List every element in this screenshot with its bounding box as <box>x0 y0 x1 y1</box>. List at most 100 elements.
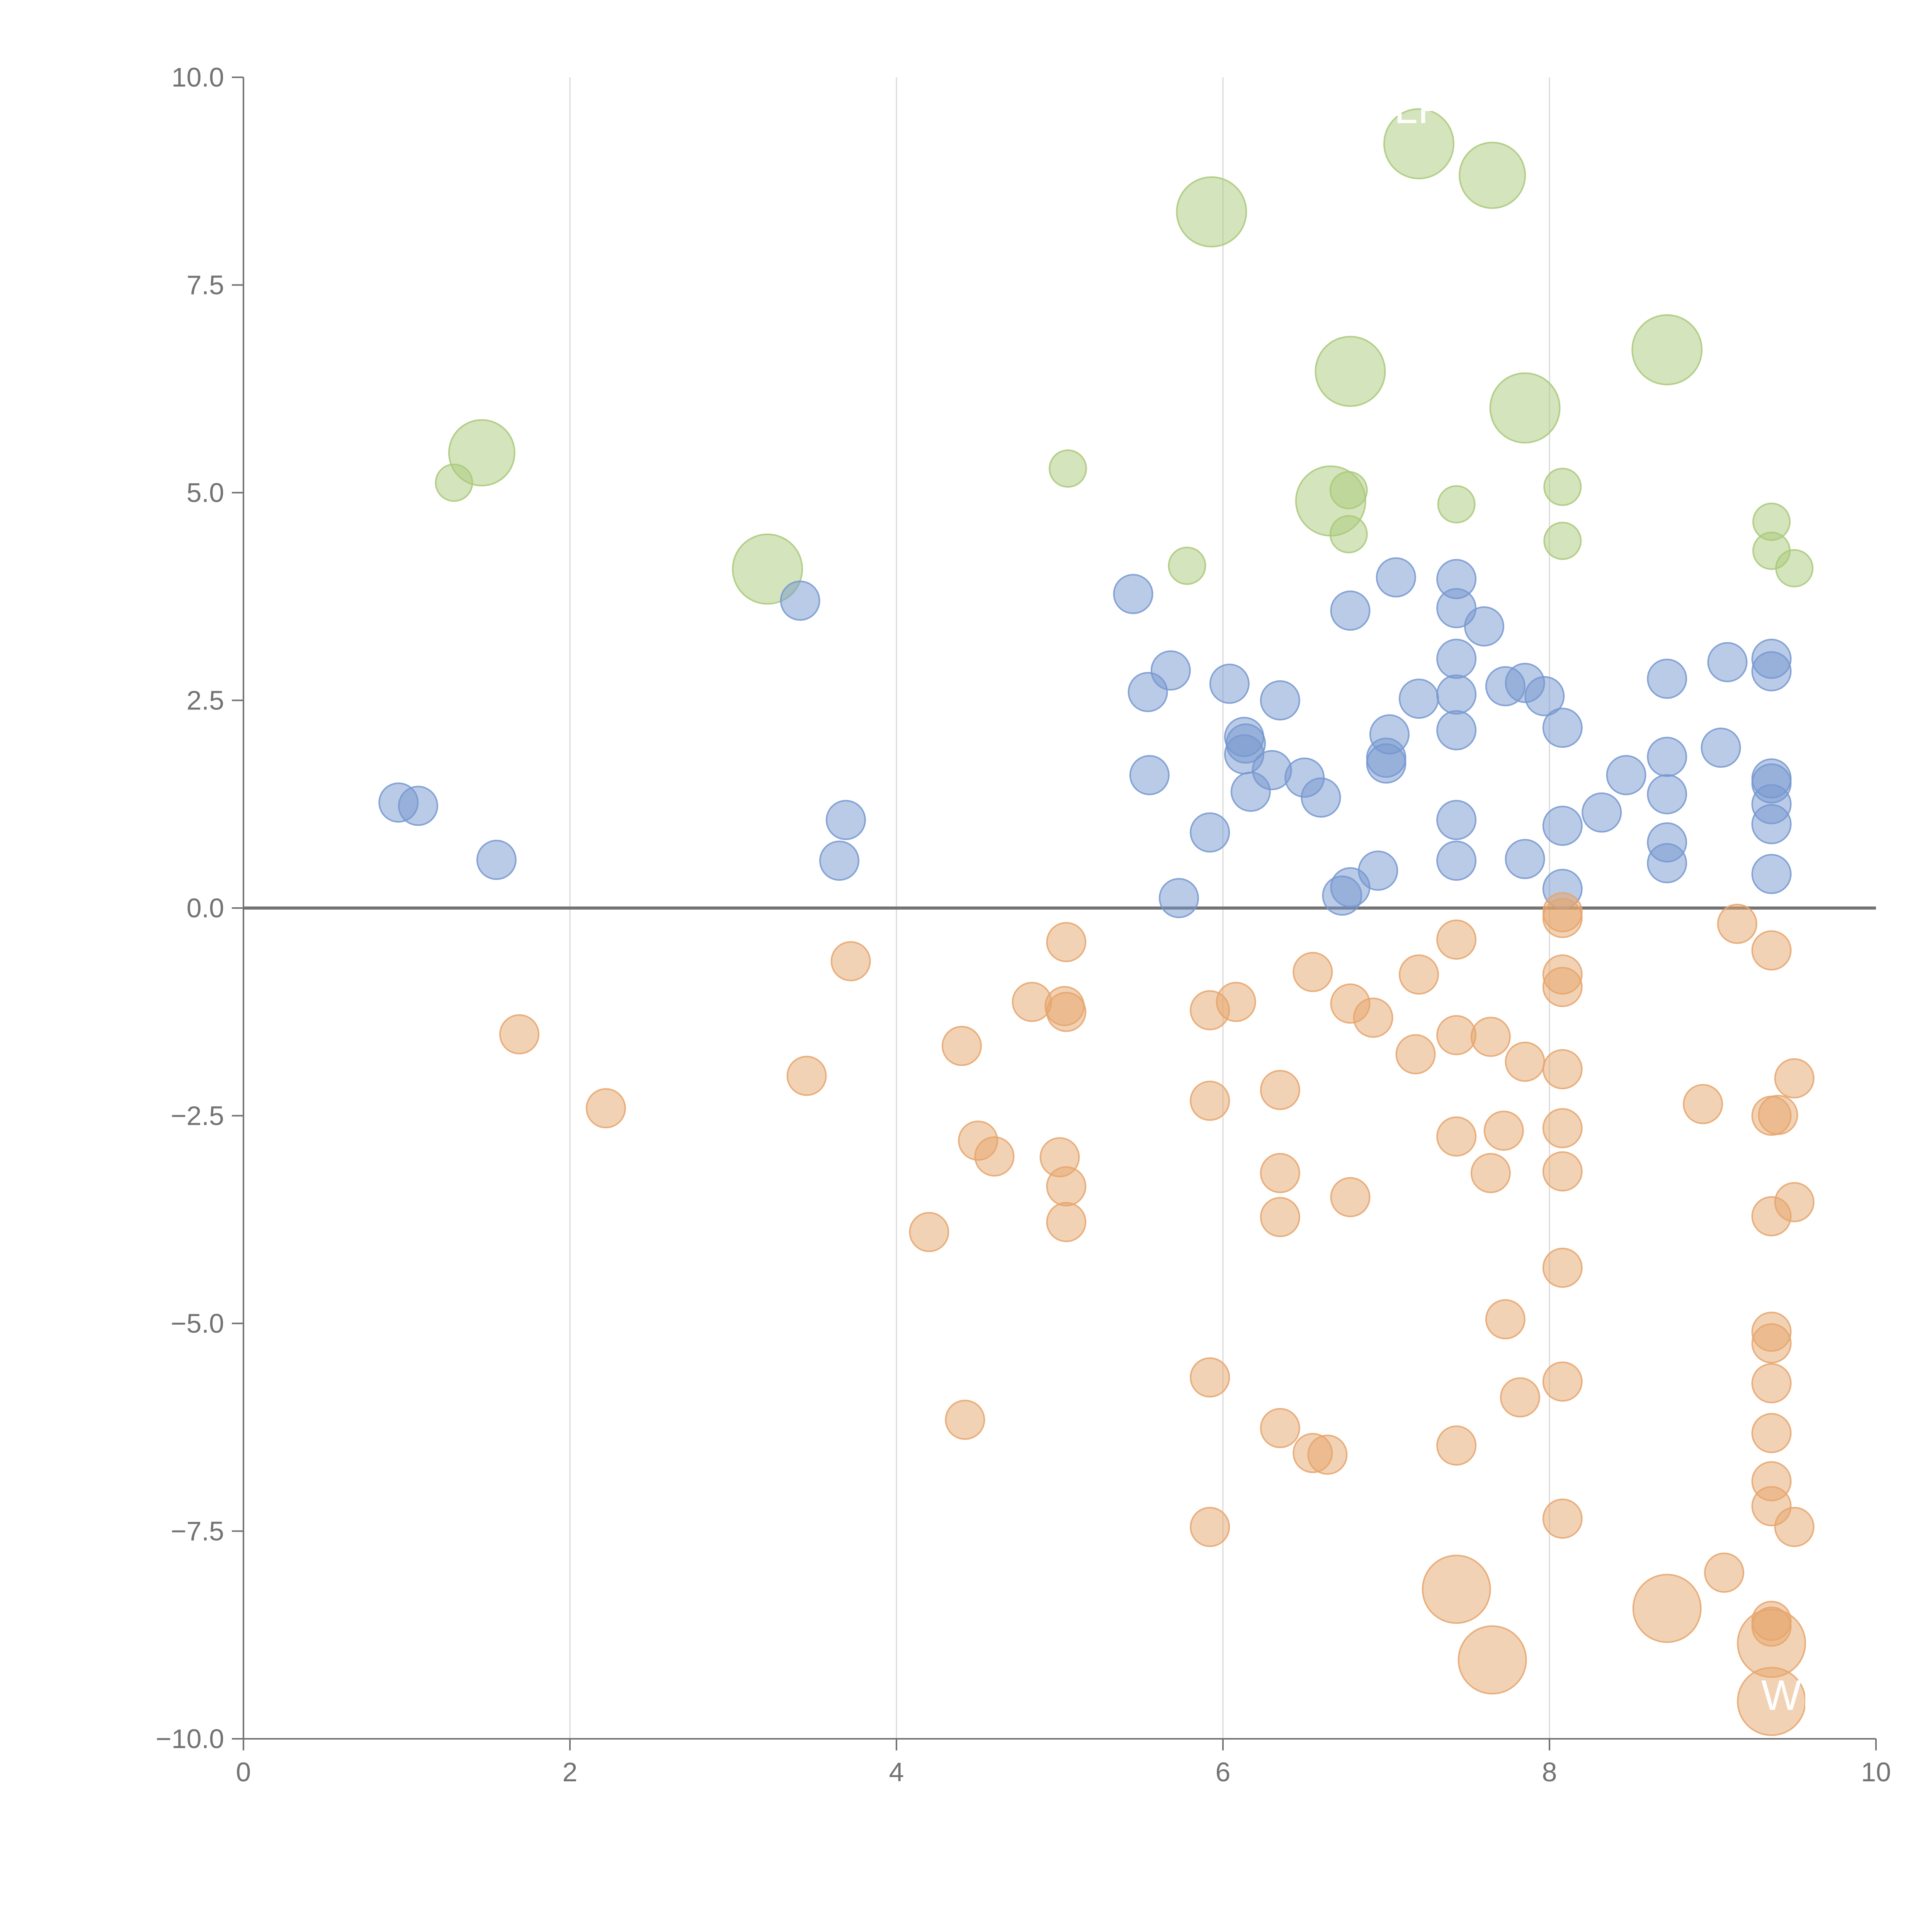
blue-point <box>1190 812 1230 853</box>
green-point <box>732 533 803 605</box>
blue-point <box>1436 674 1477 715</box>
x-tick-label: 6 <box>1216 1757 1231 1787</box>
blue-point <box>1436 710 1477 750</box>
orange-point <box>1216 981 1256 1022</box>
orange-point <box>1436 919 1477 960</box>
blue-point <box>1209 663 1250 704</box>
blue-point <box>1542 707 1583 748</box>
green-point <box>1775 549 1814 588</box>
orange-point <box>1470 1017 1511 1057</box>
green-point <box>1489 372 1561 444</box>
orange-point <box>1260 1070 1300 1110</box>
blue-point <box>1701 728 1741 768</box>
orange-point <box>1542 1108 1583 1148</box>
orange-point <box>1046 922 1087 963</box>
orange-point <box>1260 1408 1300 1448</box>
orange-point <box>1470 1153 1511 1193</box>
blue-point <box>476 840 517 880</box>
orange-point <box>1751 1363 1792 1403</box>
green-point <box>1329 515 1368 553</box>
orange-point <box>1542 967 1583 1007</box>
orange-point <box>1774 1058 1815 1099</box>
orange-point <box>1774 1182 1815 1223</box>
orange-point <box>1737 1667 1806 1736</box>
y-tick-label: 5.0 <box>187 478 224 508</box>
blue-point <box>1399 679 1439 719</box>
orange-point <box>974 1136 1015 1177</box>
blue-point <box>1436 840 1477 881</box>
orange-point <box>1717 903 1757 944</box>
blue-point <box>826 800 866 840</box>
blue-point <box>1582 792 1622 833</box>
green-point <box>1543 468 1582 506</box>
orange-point <box>1542 1247 1583 1288</box>
green-point <box>1168 546 1206 585</box>
blue-point <box>1369 714 1410 755</box>
orange-point <box>1751 1323 1792 1364</box>
orange-point <box>1436 1015 1477 1055</box>
blue-point <box>398 786 439 826</box>
orange-point <box>1542 1151 1583 1192</box>
orange-point <box>1751 930 1792 971</box>
y-tick-label: 10.0 <box>172 62 224 92</box>
y-tick-label: 2.5 <box>187 685 224 716</box>
orange-point <box>942 1026 982 1066</box>
orange-point <box>1395 1034 1436 1075</box>
blue-point <box>1505 839 1545 879</box>
blue-point <box>1542 806 1583 846</box>
blue-point <box>1647 658 1687 699</box>
green-point <box>1383 108 1454 179</box>
y-tick-label: −5.0 <box>171 1308 224 1338</box>
annotations: LF WIN <box>1394 85 1844 1719</box>
orange-point <box>1483 1111 1524 1151</box>
y-tick-label: −7.5 <box>171 1516 224 1546</box>
green-point <box>1631 314 1703 386</box>
y-tick-label: 0.0 <box>187 893 224 923</box>
orange-point <box>1542 1361 1583 1402</box>
orange-point <box>945 1400 985 1440</box>
orange-point <box>1758 1095 1798 1135</box>
orange-point <box>585 1088 626 1129</box>
blue-point <box>1150 650 1191 691</box>
orange-point <box>1542 898 1583 938</box>
orange-point <box>1293 952 1333 992</box>
orange-point <box>1046 1166 1087 1207</box>
orange-point <box>1542 1498 1583 1539</box>
orange-point <box>1436 1425 1477 1466</box>
orange-point <box>830 941 871 981</box>
blue-point <box>1436 800 1477 840</box>
orange-point <box>786 1056 827 1096</box>
orange-point <box>1436 1116 1477 1157</box>
data-points <box>378 108 1815 1736</box>
orange-point <box>1751 1413 1792 1453</box>
orange-point <box>1632 1573 1702 1643</box>
orange-point <box>1190 1507 1230 1547</box>
orange-point <box>1330 1177 1371 1218</box>
blue-point <box>1330 590 1371 631</box>
orange-point <box>1458 1625 1527 1695</box>
blue-point <box>1260 680 1300 721</box>
orange-point <box>1774 1507 1815 1547</box>
orange-point <box>1260 1153 1300 1193</box>
blue-point <box>1376 557 1416 598</box>
blue-point <box>1606 755 1646 795</box>
blue-point <box>1751 854 1792 894</box>
blue-point <box>1647 774 1687 815</box>
orange-point <box>1190 1357 1230 1398</box>
orange-point <box>1046 992 1087 1032</box>
blue-point <box>1751 804 1792 844</box>
blue-point <box>1358 850 1398 891</box>
blue-point <box>1464 606 1504 647</box>
blue-point <box>1647 843 1687 883</box>
orange-point <box>1307 1434 1348 1475</box>
green-point <box>1315 336 1386 407</box>
green-point <box>1459 141 1526 209</box>
orange-point <box>499 1014 540 1054</box>
orange-point <box>1500 1377 1540 1418</box>
blue-point <box>1524 676 1565 716</box>
orange-point <box>1505 1041 1545 1082</box>
orange-point <box>1422 1554 1491 1624</box>
axes: 0 2 4 6 8 10 10.0 7.5 5.0 2.5 0.0 −2.5 −5.0 −7.5 −10.0 <box>156 62 1891 1787</box>
